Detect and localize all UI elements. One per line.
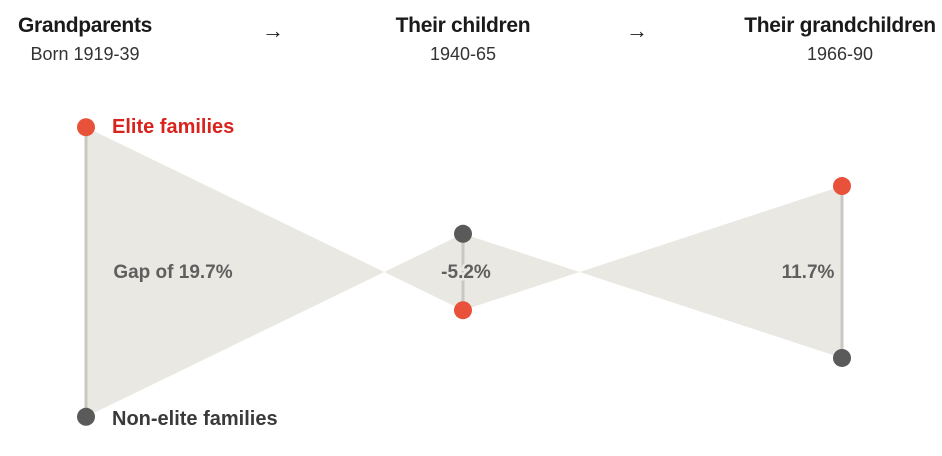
gap-area	[463, 233, 580, 311]
elite-point	[833, 177, 851, 196]
gap-area	[384, 233, 463, 311]
header-grandparents: Grandparents Born 1919-39	[0, 14, 170, 65]
header-subtitle: Born 1919-39	[30, 44, 140, 64]
series-label-nonelite: Non-elite families	[112, 408, 278, 430]
gap-label: -5.2%	[441, 262, 491, 283]
nonelite-point	[833, 348, 851, 367]
gap-area	[86, 127, 385, 417]
header-children: Their children 1940-65	[363, 14, 563, 65]
series-label-elite: Elite families	[112, 116, 234, 138]
arrow-right-icon: →	[626, 18, 648, 43]
elite-point	[454, 301, 472, 320]
gap-label: 11.7%	[782, 262, 835, 283]
arrow-right-icon: →	[262, 18, 284, 43]
header-title: Their grandchildren	[744, 14, 936, 37]
header-title: Their children	[395, 14, 531, 37]
gap-area	[579, 186, 842, 358]
header-title: Grandparents	[17, 14, 153, 37]
header-grandchildren: Their grandchildren 1966-90	[735, 14, 942, 65]
nonelite-point	[454, 224, 472, 243]
nonelite-point	[77, 407, 95, 426]
elite-point	[77, 118, 95, 137]
header-subtitle: 1966-90	[806, 44, 874, 64]
header-subtitle: 1940-65	[429, 44, 497, 64]
gap-label: Gap of 19.7%	[113, 262, 232, 283]
